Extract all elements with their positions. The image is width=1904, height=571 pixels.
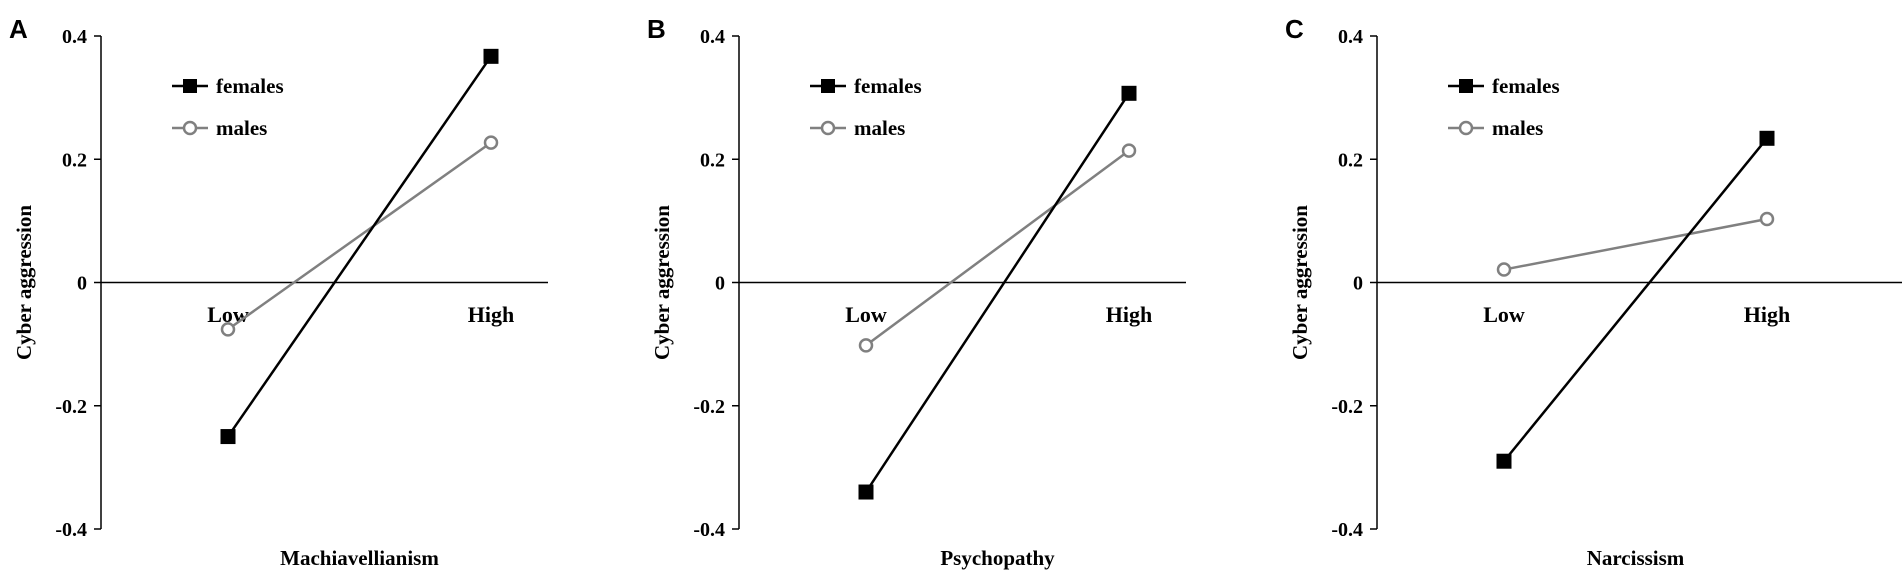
y-tick-label: 0.4 (62, 26, 87, 48)
data-point-females (1496, 453, 1512, 469)
data-point-females (220, 429, 236, 445)
y-tick-label: 0 (715, 273, 725, 295)
y-tick-label: 0.2 (1338, 149, 1363, 171)
y-tick-label: -0.4 (1331, 519, 1363, 541)
y-tick-label: 0.2 (62, 149, 87, 171)
legend-marker-males (820, 120, 836, 136)
data-point-females (483, 48, 499, 64)
y-tick-label: -0.2 (1331, 396, 1363, 418)
series-line-males (227, 141, 492, 331)
legend-label-males: males (854, 116, 905, 140)
y-tick-label: 0.4 (1338, 26, 1363, 48)
data-point-males (1496, 262, 1512, 277)
legend-marker-males (1458, 120, 1474, 136)
panel-letter: C (1285, 14, 1304, 44)
legend-label-males: males (1492, 116, 1543, 140)
y-tick-label: 0.4 (700, 26, 725, 48)
y-tick-label: -0.4 (693, 519, 725, 541)
legend-label-females: females (216, 74, 284, 98)
series-line-females (864, 92, 1131, 493)
data-point-males (1759, 211, 1775, 227)
legend-label-females: females (854, 74, 922, 98)
x-category-label: Low (845, 302, 887, 327)
y-tick-label: -0.4 (55, 519, 87, 541)
panel-letter: B (647, 14, 666, 44)
data-point-males (858, 338, 874, 353)
y-axis-title: Cyber aggression (650, 205, 674, 360)
legend-marker-females (821, 79, 835, 93)
x-axis-title: Psychopathy (940, 546, 1055, 570)
legend-marker-females (1459, 79, 1473, 93)
series-line-males (1503, 217, 1768, 271)
data-point-females (1759, 130, 1775, 146)
series-line-females (1503, 137, 1768, 463)
y-axis-title: Cyber aggression (12, 205, 36, 360)
chart-panel-c: C 0.4 0.2 0 -0.2 -0.4 Low High Cyber aggression N… (1285, 14, 1902, 570)
series-line-females (226, 55, 493, 438)
x-category-label: High (1744, 302, 1790, 327)
legend-marker-females (183, 79, 197, 93)
x-category-label: High (468, 302, 514, 327)
x-axis-title: Narcissism (1587, 546, 1685, 570)
data-point-females (1121, 85, 1137, 101)
chart-panel-b: B 0.4 0.2 0 -0.2 -0.4 Low High Cyber aggression P… (647, 14, 1186, 570)
data-point-males (1121, 143, 1137, 158)
data-point-males (483, 135, 499, 150)
y-tick-label: -0.2 (693, 396, 725, 418)
y-tick-label: 0 (1353, 273, 1363, 295)
y-tick-label: 0 (77, 273, 87, 295)
legend-label-males: males (216, 116, 267, 140)
x-category-label: Low (1483, 302, 1525, 327)
panel-letter: A (9, 14, 28, 44)
y-tick-label: -0.2 (55, 396, 87, 418)
y-axis-title: Cyber aggression (1288, 205, 1312, 360)
legend-label-females: females (1492, 74, 1560, 98)
x-axis-title: Machiavellianism (280, 546, 439, 570)
legend-marker-males (182, 120, 198, 136)
y-tick-label: 0.2 (700, 149, 725, 171)
x-category-label: High (1106, 302, 1152, 327)
data-point-females (858, 484, 874, 500)
data-point-males (220, 322, 236, 337)
series-line-males (865, 149, 1130, 347)
